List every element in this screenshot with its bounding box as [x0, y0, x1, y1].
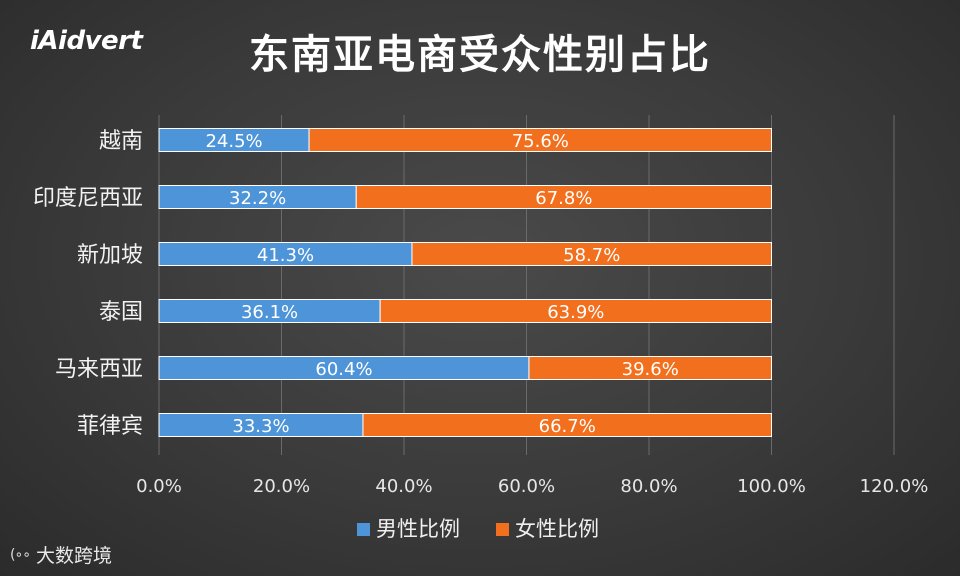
data-label: 24.5%: [205, 131, 262, 152]
data-label: 63.9%: [547, 302, 604, 323]
x-tick-label: 100.0%: [737, 476, 806, 497]
x-tick-label: 120.0%: [860, 476, 929, 497]
aidvert-logo: iAidvert: [30, 26, 143, 56]
data-label: 60.4%: [315, 359, 372, 380]
category-label: 泰国: [99, 300, 143, 325]
category-label: 马来西亚: [55, 357, 143, 382]
bar-segment: [411, 242, 772, 266]
legend: 男性比例 女性比例: [357, 517, 599, 541]
brand-mark-icon: (∘∘: [10, 546, 31, 563]
data-label: 67.8%: [535, 188, 592, 209]
x-tick-label: 20.0%: [253, 476, 310, 497]
bar-segment: [355, 185, 772, 209]
data-label: 33.3%: [232, 416, 289, 437]
x-tick-label: 0.0%: [136, 476, 182, 497]
x-tick-labels: 0.0% 20.0% 40.0% 60.0% 80.0% 100.0% 120.0%: [136, 476, 928, 497]
legend-swatch: [496, 523, 509, 536]
watermark: (∘∘ 大数跨境: [10, 541, 112, 568]
x-tick-label: 40.0%: [375, 476, 432, 497]
data-label: 66.7%: [539, 416, 596, 437]
data-label: 32.2%: [229, 188, 286, 209]
category-label: 印度尼西亚: [33, 186, 143, 211]
x-tick-label: 80.0%: [620, 476, 677, 497]
data-label: 41.3%: [257, 245, 314, 266]
data-label: 36.1%: [241, 302, 298, 323]
category-label: 越南: [99, 129, 143, 154]
data-label: 58.7%: [563, 245, 620, 266]
chart-title: 东南亚电商受众性别占比: [249, 32, 711, 78]
category-label: 新加坡: [77, 243, 143, 268]
bar-segment: [528, 356, 773, 380]
x-tick-label: 60.0%: [498, 476, 555, 497]
data-label: 75.6%: [512, 131, 569, 152]
bar-segment: [308, 128, 772, 152]
bars: 24.5% 75.6% 32.2% 67.8% 41.3% 58.7% 36.1% 63.9%…: [158, 128, 773, 437]
category-label: 菲律宾: [77, 414, 143, 439]
legend-label: 男性比例: [376, 517, 460, 541]
data-label: 39.6%: [622, 359, 679, 380]
gridlines: [158, 115, 895, 455]
watermark-text: 大数跨境: [36, 545, 113, 567]
legend-swatch: [357, 523, 370, 536]
bar-segment: [379, 299, 772, 323]
bar-segment: [362, 413, 772, 437]
legend-label: 女性比例: [515, 517, 599, 541]
